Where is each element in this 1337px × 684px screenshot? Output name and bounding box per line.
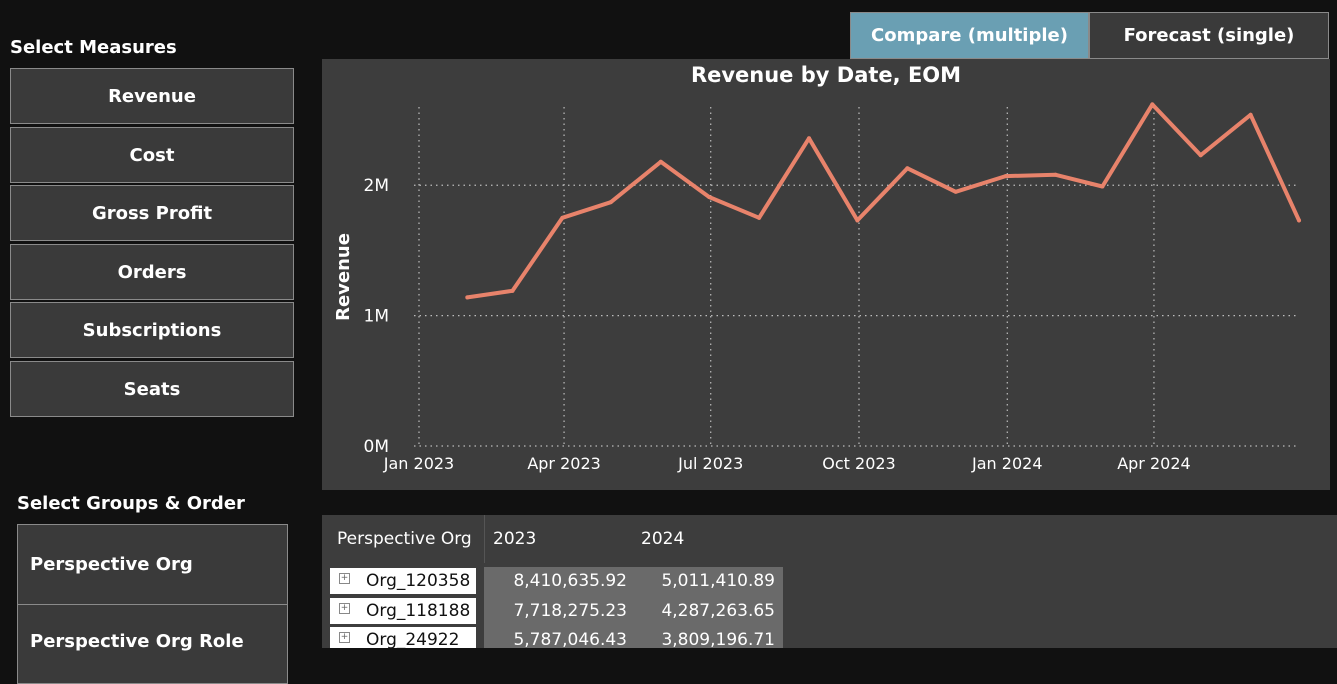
revenue-data-point[interactable] <box>1003 174 1008 179</box>
expand-icon[interactable]: + <box>339 632 350 643</box>
group-button-perspective-org-role[interactable]: Perspective Org Role <box>17 604 288 684</box>
revenue-data-point[interactable] <box>1248 112 1253 117</box>
axis-ticks: 0M 1M 2M Jan 2023 Apr 2023 Jul 2023 Oct 2023 Ja… <box>364 176 1191 473</box>
revenue-data-point[interactable] <box>1297 218 1301 223</box>
revenue-data-point[interactable] <box>855 218 860 223</box>
revenue-series-line <box>465 102 1301 300</box>
revenue-data-point[interactable] <box>953 189 958 194</box>
revenue-data-point[interactable] <box>1053 172 1058 177</box>
x-tick-label: Apr 2023 <box>527 454 600 473</box>
revenue-chart-panel: Revenue by Date, EOM Revenue 0M 1M 2M Jan 2… <box>322 59 1330 490</box>
forecast-single-button[interactable]: Forecast (single) <box>1089 12 1329 59</box>
revenue-data-point[interactable] <box>1100 184 1105 189</box>
column-header-2023[interactable]: 2023 <box>493 529 537 549</box>
header-divider <box>484 515 485 563</box>
row-name: Org_24922 <box>366 630 460 648</box>
measure-button-gross-profit[interactable]: Gross Profit <box>10 185 294 241</box>
row-name: Org_120358 <box>366 571 471 591</box>
expand-icon[interactable]: + <box>339 603 350 614</box>
row-name: Org_118188 <box>366 601 471 621</box>
x-tick-label: Oct 2023 <box>822 454 895 473</box>
values-background <box>484 567 783 648</box>
revenue-data-point[interactable] <box>510 288 515 293</box>
cell-value-2023: 5,787,046.43 <box>513 630 627 648</box>
x-tick-label: Jan 2023 <box>383 454 454 473</box>
grid-lines <box>414 107 1299 447</box>
cell-value-2024: 5,011,410.89 <box>661 571 775 591</box>
revenue-data-point[interactable] <box>757 215 762 220</box>
revenue-data-point[interactable] <box>707 194 712 199</box>
revenue-data-point[interactable] <box>608 200 613 205</box>
cell-value-2024: 3,809,196.71 <box>661 630 775 648</box>
cell-value-2024: 4,287,263.65 <box>661 601 775 621</box>
y-axis-label: Revenue <box>333 233 354 321</box>
y-tick-label: 1M <box>364 307 389 327</box>
measure-button-orders[interactable]: Orders <box>10 244 294 300</box>
groups-title: Select Groups & Order <box>17 493 245 514</box>
measure-button-seats[interactable]: Seats <box>10 361 294 417</box>
revenue-data-point[interactable] <box>1150 102 1155 107</box>
matrix-table: Perspective Org 2023 2024 + Org_120358 8,… <box>322 515 1337 648</box>
expand-icon[interactable]: + <box>339 573 350 584</box>
revenue-data-point[interactable] <box>560 215 565 220</box>
revenue-line-chart: Revenue by Date, EOM Revenue 0M 1M 2M Jan 2… <box>333 63 1301 473</box>
y-tick-label: 2M <box>364 176 389 196</box>
measure-button-revenue[interactable]: Revenue <box>10 68 294 124</box>
cell-value-2023: 7,718,275.23 <box>513 601 627 621</box>
measure-button-cost[interactable]: Cost <box>10 127 294 183</box>
revenue-data-point[interactable] <box>465 295 470 300</box>
x-tick-label: Jul 2023 <box>677 454 743 473</box>
y-tick-label: 0M <box>364 437 389 457</box>
column-header-2024[interactable]: 2024 <box>641 529 685 549</box>
revenue-data-point[interactable] <box>1198 153 1203 158</box>
column-header-perspective-org[interactable]: Perspective Org <box>337 529 472 549</box>
x-tick-label: Jan 2024 <box>971 454 1042 473</box>
compare-multiple-button[interactable]: Compare (multiple) <box>850 12 1089 59</box>
revenue-data-point[interactable] <box>807 136 812 141</box>
series-layer <box>465 102 1301 300</box>
chart-title: Revenue by Date, EOM <box>691 63 961 87</box>
group-button-perspective-org[interactable]: Perspective Org <box>17 524 288 605</box>
revenue-data-point[interactable] <box>905 166 910 171</box>
revenue-data-point[interactable] <box>658 159 663 164</box>
measures-title: Select Measures <box>10 37 177 58</box>
measure-button-subscriptions[interactable]: Subscriptions <box>10 302 294 358</box>
x-tick-label: Apr 2024 <box>1117 454 1190 473</box>
cell-value-2023: 8,410,635.92 <box>513 571 627 591</box>
